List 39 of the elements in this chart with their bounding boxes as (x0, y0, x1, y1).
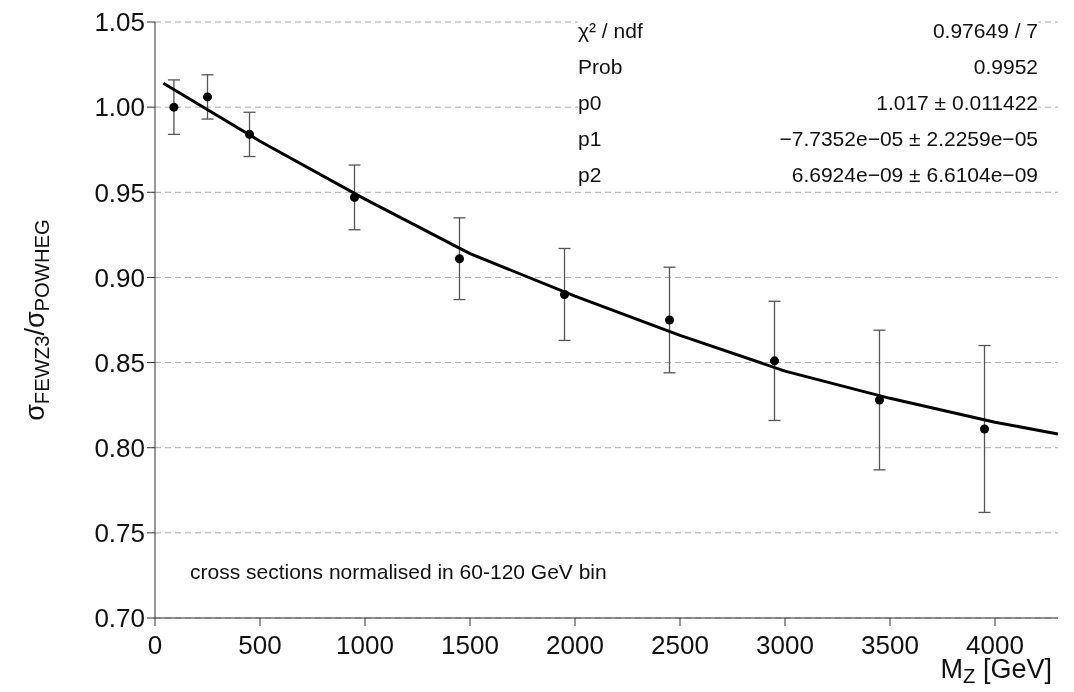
y-tick-label: 0.90 (94, 262, 145, 293)
annotation: p2 (578, 162, 603, 188)
line-series (161, 81, 1058, 436)
point (769, 356, 780, 366)
point (244, 129, 255, 139)
annotation: 1.017 ± 0.011422 (875, 90, 1038, 116)
y-tick-label: 0.70 (94, 603, 145, 634)
annotation: χ² / ndf (578, 18, 643, 44)
y-tick-label: 0.85 (94, 347, 145, 378)
x-tick-label: 1000 (336, 630, 394, 660)
point (874, 395, 885, 405)
x-tick-label: 0 (147, 630, 163, 660)
annotation: p0 (578, 90, 603, 116)
x-tick-label: 2000 (546, 630, 604, 660)
y-tick-label: 0.75 (94, 518, 145, 549)
annotation: 0.97649 / 7 (931, 18, 1038, 44)
x-tick-label: 1500 (441, 630, 499, 660)
annotation: 6.6924e−09 ± 6.6104e−09 (790, 162, 1038, 188)
annotation: 0.9952 (972, 54, 1038, 80)
x-tick-label: 3000 (756, 630, 814, 660)
annotation: cross sections normalised in 60-120 GeV bin (190, 560, 607, 584)
annotation: Prob (578, 54, 624, 80)
point (979, 424, 990, 434)
point (202, 92, 213, 102)
point (349, 192, 360, 202)
annotation: −7.7352e−05 ± 2.2259e−05 (778, 126, 1038, 152)
x-tick-label: 3500 (861, 630, 919, 660)
y-tick-label: 0.80 (94, 432, 145, 463)
point (169, 102, 179, 112)
y-tick-label: 1.05 (94, 7, 145, 38)
point (664, 315, 675, 325)
annotation: p1 (578, 126, 603, 152)
point (454, 254, 465, 264)
y-tick-label: 0.95 (94, 177, 145, 208)
x-axis-title: M$_{Z}$ [GeV] (940, 654, 1052, 687)
point (559, 289, 570, 299)
x-tick-label: 500 (238, 630, 282, 660)
x-tick-label: 2500 (651, 630, 709, 660)
y-tick-label: 1.00 (94, 92, 145, 123)
